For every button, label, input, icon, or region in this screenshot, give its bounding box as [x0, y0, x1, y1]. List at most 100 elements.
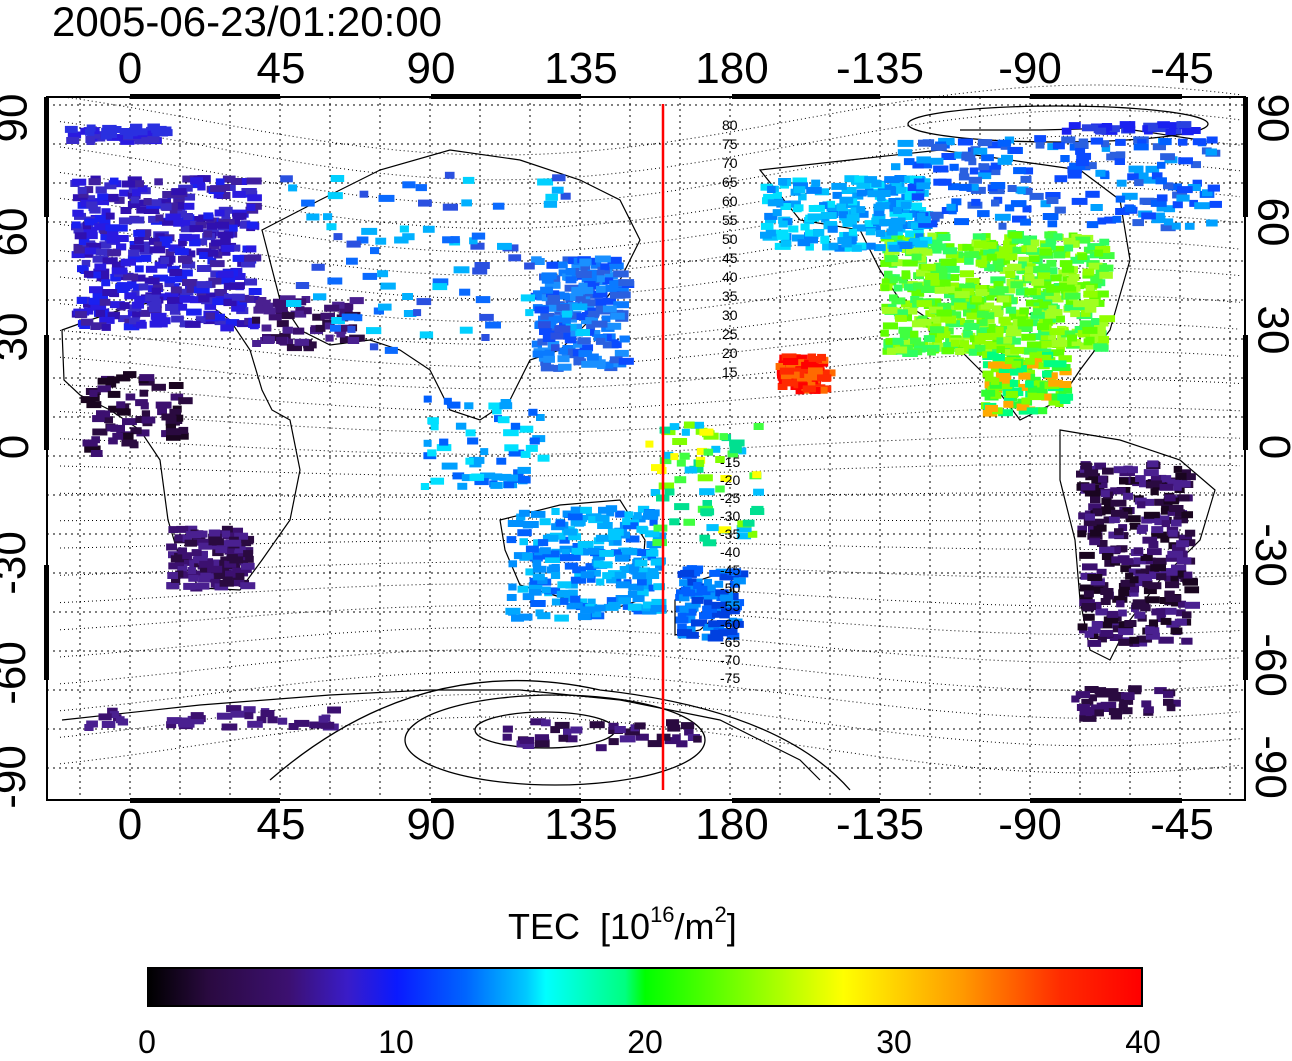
tec-cell [303, 344, 314, 352]
tec-cell [326, 223, 337, 231]
tec-cell [976, 310, 989, 318]
tec-cell [701, 592, 718, 600]
tec-cell [912, 244, 922, 252]
tec-cell [968, 348, 977, 356]
tec-cell [347, 325, 356, 333]
tec-cell [502, 733, 512, 741]
tec-cell [1165, 595, 1182, 603]
tec-cell [921, 286, 937, 293]
tec-cell [380, 282, 396, 290]
tec-cell [1025, 380, 1034, 388]
tec-cell [990, 332, 1004, 340]
tec-cell [236, 320, 250, 328]
tec-cell [177, 210, 187, 218]
tec-cell [710, 629, 720, 637]
tec-cell [294, 338, 310, 346]
tec-cell [280, 175, 293, 183]
tec-cell [427, 449, 437, 457]
tec-cell [1024, 288, 1037, 296]
tec-cell [212, 293, 229, 300]
tec-cell [262, 336, 275, 344]
tec-cell [1125, 205, 1136, 213]
tec-cell [895, 346, 908, 354]
tec-cell [1086, 221, 1099, 229]
tec-cell [924, 344, 940, 352]
tec-cell [927, 232, 937, 240]
tec-cell [644, 530, 660, 538]
tec-cell [565, 297, 574, 304]
tec-cell [327, 277, 343, 285]
tec-cell [891, 163, 901, 171]
tec-cell [1115, 208, 1130, 215]
tec-cell [677, 623, 687, 631]
tec-cell [788, 371, 800, 379]
tec-cell [822, 374, 831, 382]
tec-cell [216, 530, 226, 538]
tec-cell [1053, 251, 1066, 259]
tec-cell [74, 232, 87, 240]
tec-cell [727, 450, 739, 458]
tec-cell [795, 387, 805, 395]
tec-cell [1077, 623, 1088, 631]
tec-cell [570, 726, 583, 734]
tec-cell [97, 385, 111, 393]
tec-cell [1151, 216, 1166, 224]
tec-cell [633, 512, 642, 520]
tec-cell [570, 312, 581, 320]
tec-cell [199, 252, 214, 259]
tec-cell [92, 292, 109, 300]
tec-cell [469, 237, 478, 245]
tec-cell [145, 265, 158, 273]
tec-cell [214, 318, 229, 326]
contour-line [59, 161, 1241, 229]
tec-cell [157, 408, 167, 416]
tec-cell [629, 564, 640, 572]
lon-tick-bottom-135: 135 [544, 800, 618, 849]
tec-cell [864, 176, 878, 184]
tec-cell [659, 426, 671, 434]
tec-cell [814, 386, 828, 394]
tec-cell [153, 241, 162, 249]
tec-cell [1192, 138, 1206, 146]
tec-cell [149, 246, 166, 254]
tec-cell [215, 178, 225, 186]
tec-cell [81, 318, 94, 326]
tec-cell [565, 323, 577, 331]
tec-cell [1061, 330, 1076, 338]
tec-cell [96, 219, 111, 227]
tec-cell [608, 528, 624, 536]
tec-cell [586, 353, 599, 361]
tec-cell [330, 324, 341, 332]
tec-cell [1091, 704, 1105, 712]
tec-cell [892, 337, 904, 345]
tec-cell [1141, 516, 1153, 524]
tec-cell [898, 326, 913, 334]
tec-cell [645, 440, 654, 448]
tec-cell [838, 211, 848, 219]
tec-cell [655, 563, 664, 571]
tec-cell [439, 438, 449, 446]
tec-cell [594, 255, 611, 263]
tec-cell [1108, 516, 1120, 524]
tec-cell [703, 578, 713, 586]
tec-cell [541, 273, 554, 281]
tec-cell [511, 614, 525, 622]
tec-cell [180, 225, 195, 233]
frame-border-bottom [130, 798, 1182, 803]
tec-cell [207, 565, 223, 573]
tec-cell [311, 263, 325, 271]
tec-cell [282, 326, 293, 334]
tec-cell [1147, 460, 1159, 468]
tec-cell [175, 303, 188, 311]
tec-cell [594, 604, 606, 612]
tec-cell [898, 276, 908, 284]
tec-cell [1153, 557, 1167, 565]
tec-cell [718, 629, 728, 637]
tec-cell [168, 382, 184, 389]
tec-cell [1099, 546, 1115, 554]
tec-cell [1042, 213, 1059, 220]
tec-cell [669, 423, 680, 431]
tec-cell [153, 274, 168, 282]
tec-cell [109, 711, 119, 719]
tec-cell [148, 237, 160, 245]
